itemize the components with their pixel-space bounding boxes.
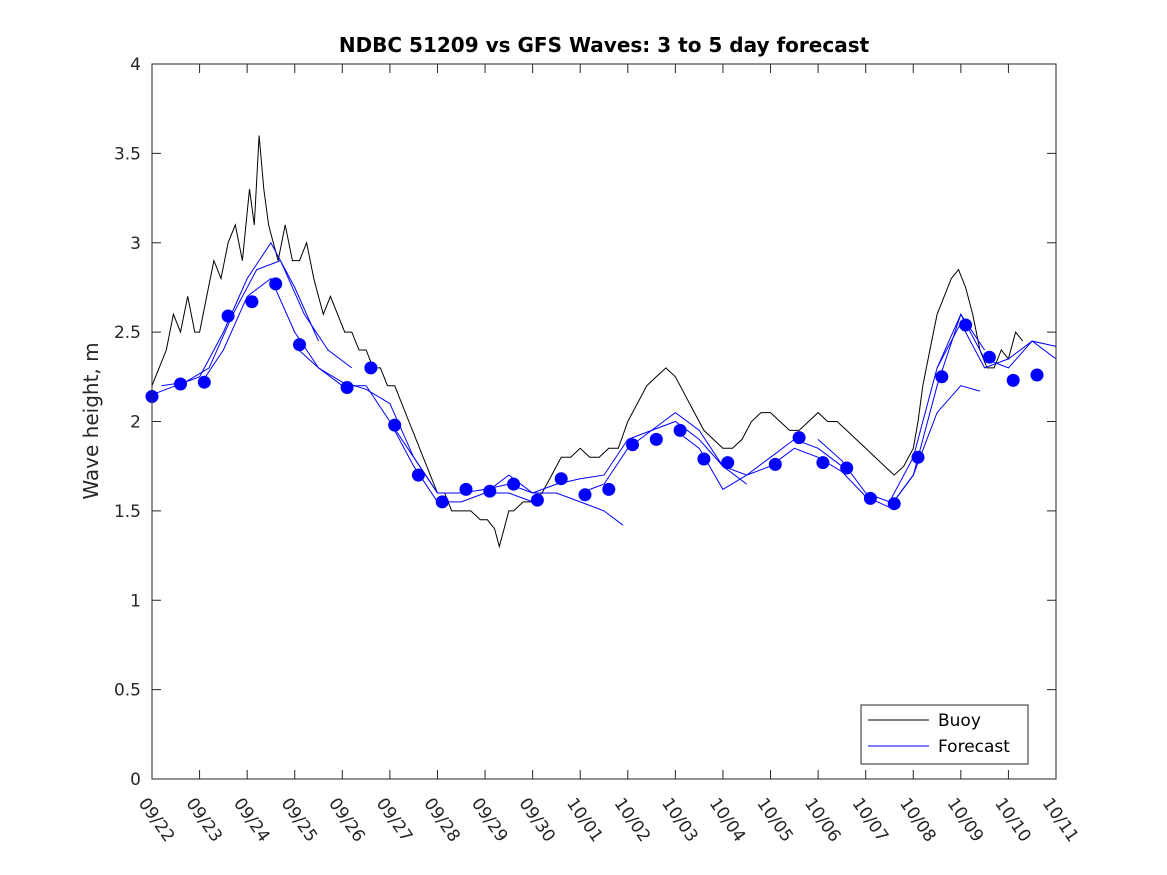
forecast-point — [863, 491, 877, 505]
forecast-run-line-11 — [936, 313, 1057, 369]
forecast-point — [697, 452, 711, 466]
forecast-point — [1030, 368, 1044, 382]
forecast-point — [578, 488, 592, 502]
forecast-point — [673, 423, 687, 437]
forecast-point — [197, 375, 211, 389]
forecast-points-layer — [145, 277, 1044, 511]
y-tick-label: 2 — [130, 413, 141, 433]
forecast-point — [602, 482, 616, 496]
forecast-point — [269, 277, 283, 291]
forecast-point — [840, 461, 854, 475]
forecast-point — [982, 350, 996, 364]
forecast-point — [459, 482, 473, 496]
forecast-point — [483, 484, 497, 498]
forecast-point — [293, 338, 306, 352]
y-tick-label: 3.5 — [114, 144, 141, 164]
forecast-point — [626, 438, 639, 452]
forecast-point — [507, 477, 521, 491]
forecast-point — [959, 318, 973, 332]
forecast-point — [340, 381, 354, 394]
legend-box — [860, 704, 1029, 765]
y-axis: 0 0.5 1 1.5 2 2.5 3 3.5 4 — [114, 55, 1056, 790]
y-axis-label: Wave height, m — [79, 342, 103, 499]
forecast-point — [221, 309, 235, 323]
forecast-run-line-6 — [484, 420, 748, 494]
forecast-point — [792, 431, 806, 445]
y-tick-label: 0 — [130, 770, 141, 790]
y-tick-label: 1 — [130, 591, 141, 611]
chart-title: NDBC 51209 vs GFS Waves: 3 to 5 day fore… — [339, 33, 870, 57]
forecast-point — [887, 497, 901, 511]
forecast-point — [816, 456, 830, 470]
y-tick-label: 1.5 — [114, 502, 141, 522]
forecast-point — [649, 432, 663, 446]
forecast-point — [245, 295, 259, 309]
forecast-point — [721, 456, 735, 470]
y-tick-label: 3 — [130, 234, 141, 254]
forecast-point — [935, 370, 949, 384]
y-tick-label: 0.5 — [114, 681, 141, 701]
plot-area — [152, 64, 1056, 779]
legend: Buoy Forecast — [860, 704, 1029, 765]
forecast-point — [1006, 373, 1020, 387]
legend-buoy-label: Buoy — [938, 711, 981, 731]
forecast-run-line-8 — [675, 313, 986, 508]
forecast-point — [435, 495, 449, 509]
y-tick-label: 2.5 — [114, 323, 141, 343]
series-layer — [151, 135, 1057, 549]
forecast-point — [530, 493, 544, 507]
forecast-point — [554, 472, 568, 486]
forecast-point — [174, 377, 187, 391]
y-tick-label: 4 — [130, 55, 141, 75]
forecast-point — [768, 457, 782, 471]
forecast-point — [388, 418, 402, 432]
forecast-point — [411, 468, 425, 482]
forecast-point — [911, 450, 925, 464]
legend-forecast-label: Forecast — [938, 737, 1010, 757]
forecast-point — [364, 361, 378, 375]
forecast-run-line-10 — [889, 385, 981, 508]
forecast-run-line-2 — [161, 259, 353, 387]
